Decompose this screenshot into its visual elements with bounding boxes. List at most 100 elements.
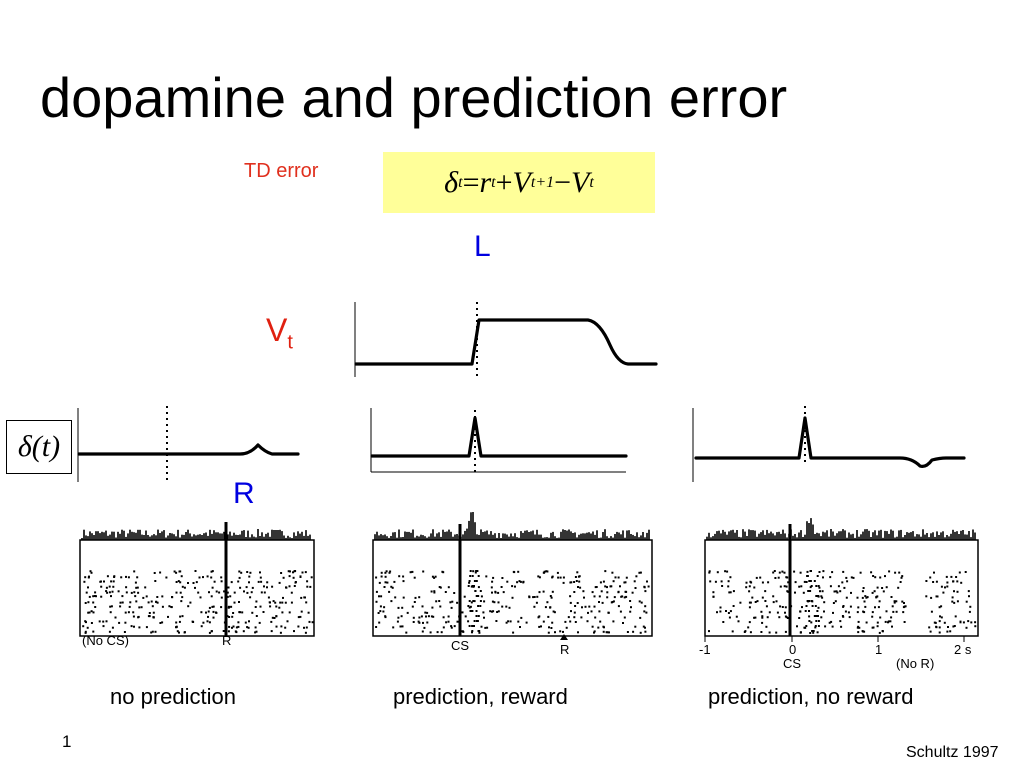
spike-dot: [729, 576, 732, 579]
spike-dot: [426, 611, 429, 614]
spike-dot: [259, 605, 262, 608]
spike-dot: [450, 606, 453, 609]
spike-dot: [197, 591, 200, 594]
spike-dot: [280, 625, 283, 628]
spike-dot: [606, 586, 608, 589]
spike-dot: [284, 626, 287, 629]
spike-dot: [821, 590, 824, 593]
delta3-curve: [694, 416, 966, 468]
spike-dot: [952, 580, 955, 583]
spike-dot: [288, 611, 291, 614]
spike-dot: [542, 571, 545, 574]
spike-dot: [861, 590, 864, 593]
spike-dot: [845, 576, 848, 579]
spike-dot: [393, 580, 396, 583]
spike-dot: [772, 571, 775, 574]
spike-dot: [433, 591, 436, 594]
spike-dot: [469, 575, 472, 577]
spike-dot: [546, 570, 549, 573]
spike-dot: [810, 570, 812, 572]
spike-dot: [893, 600, 896, 603]
spike-dot: [307, 611, 310, 614]
spike-dot: [476, 620, 479, 622]
spike-dot: [623, 596, 626, 599]
spike-dot: [290, 601, 293, 604]
spike-dot: [475, 580, 478, 582]
spike-dot: [565, 626, 568, 629]
spike-dot: [254, 626, 257, 629]
spike-dot: [212, 605, 215, 608]
spike-dot: [161, 605, 164, 608]
spike-dot: [728, 591, 731, 594]
spike-dot: [891, 625, 893, 628]
spike-dot: [152, 616, 155, 619]
spike-dot: [940, 616, 943, 619]
spike-dot: [509, 620, 512, 623]
spike-dot: [483, 616, 485, 619]
spike-dot: [754, 616, 757, 619]
spike-dot: [471, 575, 474, 577]
spike-dot: [88, 595, 91, 598]
raster2-r-arrow: [560, 634, 568, 640]
spike-dot: [810, 621, 813, 624]
spike-dot: [491, 600, 494, 603]
spike-dot: [108, 585, 111, 588]
spike-dot: [200, 625, 203, 628]
spike-dot: [899, 581, 902, 583]
spike-dot: [786, 617, 789, 619]
spike-dot: [161, 595, 164, 598]
spike-dot: [727, 585, 730, 588]
spike-dot: [137, 591, 140, 594]
spike-dot: [220, 606, 223, 609]
spike-dot: [808, 600, 811, 602]
spike-dot: [724, 570, 727, 573]
spike-dot: [545, 570, 548, 573]
spike-dot: [606, 596, 609, 599]
spike-dot: [471, 631, 473, 634]
spike-dot: [105, 620, 108, 623]
raster-panel-2: CS R: [372, 512, 653, 657]
spike-dot: [432, 615, 435, 618]
spike-dot: [879, 616, 882, 619]
spike-dot: [881, 587, 884, 589]
spike-dot: [230, 605, 233, 608]
spike-dot: [619, 610, 622, 613]
spike-dot: [293, 570, 296, 573]
spike-dot: [150, 631, 153, 634]
spike-dot: [764, 590, 767, 593]
spike-dot: [857, 606, 860, 609]
spike-dot: [278, 581, 281, 584]
spike-dot: [610, 585, 613, 588]
spike-dot: [864, 595, 867, 598]
spike-dot: [903, 621, 906, 623]
spike-dot: [500, 586, 503, 588]
spike-dot: [761, 596, 764, 599]
spike-dot: [803, 626, 806, 629]
spike-dot: [547, 631, 550, 634]
spike-dot: [254, 631, 257, 634]
spike-dot: [390, 600, 393, 603]
spike-dot: [375, 626, 378, 628]
slide-title: dopamine and prediction error: [40, 66, 788, 129]
spike-dot: [287, 570, 290, 573]
spike-dot: [467, 605, 470, 607]
spike-dot: [300, 610, 303, 613]
spike-dot: [477, 586, 480, 589]
spike-dot: [248, 620, 250, 623]
spike-dot: [111, 590, 114, 593]
spike-dot: [233, 591, 236, 594]
spike-dot: [173, 570, 176, 573]
spike-dot: [304, 631, 307, 634]
spike-dot: [424, 611, 427, 614]
spike-dot: [497, 610, 500, 613]
spike-dot: [612, 580, 615, 583]
spike-dot: [617, 590, 620, 593]
spike-dot: [548, 626, 550, 629]
spike-dot: [125, 591, 128, 594]
spike-dot: [198, 576, 201, 579]
spike-dot: [280, 572, 283, 574]
spike-dot: [847, 611, 850, 614]
spike-dot: [857, 631, 860, 634]
spike-dot: [856, 596, 859, 599]
